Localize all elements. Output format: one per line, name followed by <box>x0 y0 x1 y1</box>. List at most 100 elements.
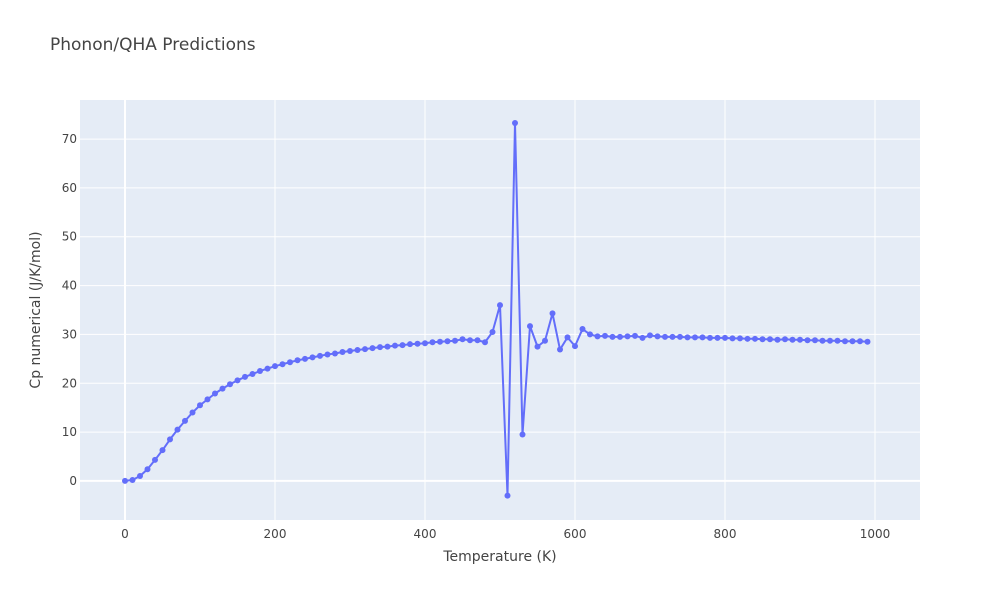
data-point[interactable] <box>857 338 863 345</box>
data-point[interactable] <box>377 344 383 351</box>
data-point[interactable] <box>459 336 466 343</box>
data-point[interactable] <box>354 347 361 354</box>
data-point[interactable] <box>789 336 796 343</box>
data-point[interactable] <box>189 409 196 416</box>
data-point[interactable] <box>422 340 428 347</box>
data-point[interactable] <box>714 334 721 341</box>
data-point[interactable] <box>842 338 848 345</box>
data-point[interactable] <box>722 334 728 341</box>
data-point[interactable] <box>332 350 338 357</box>
data-point[interactable] <box>234 377 241 384</box>
data-point[interactable] <box>414 340 421 347</box>
data-point[interactable] <box>197 402 203 409</box>
data-point[interactable] <box>467 337 473 344</box>
data-point[interactable] <box>512 119 518 126</box>
data-point[interactable] <box>474 337 481 344</box>
data-point[interactable] <box>392 342 398 349</box>
data-point[interactable] <box>174 426 181 433</box>
data-point[interactable] <box>362 346 368 353</box>
data-point[interactable] <box>279 361 286 368</box>
data-point[interactable] <box>572 343 578 350</box>
data-point[interactable] <box>729 335 736 342</box>
data-point[interactable] <box>399 342 406 349</box>
data-point[interactable] <box>654 333 661 340</box>
data-point[interactable] <box>834 337 841 344</box>
data-point[interactable] <box>227 381 233 388</box>
data-point[interactable] <box>677 333 683 340</box>
data-point[interactable] <box>542 337 548 344</box>
data-point[interactable] <box>152 456 158 463</box>
data-point[interactable] <box>182 417 188 424</box>
data-point[interactable] <box>744 335 751 342</box>
data-point[interactable] <box>437 338 443 345</box>
data-point[interactable] <box>129 476 136 483</box>
data-point[interactable] <box>759 336 766 343</box>
data-point[interactable] <box>159 447 166 454</box>
data-point[interactable] <box>624 333 631 340</box>
data-point[interactable] <box>527 323 533 330</box>
data-point[interactable] <box>609 333 616 340</box>
data-point[interactable] <box>219 385 226 392</box>
data-point[interactable] <box>429 339 436 346</box>
data-point[interactable] <box>617 333 623 340</box>
data-point[interactable] <box>519 431 526 438</box>
data-point[interactable] <box>272 363 278 370</box>
data-point[interactable] <box>144 466 151 473</box>
data-point[interactable] <box>549 310 556 317</box>
data-point[interactable] <box>774 336 781 343</box>
data-point[interactable] <box>324 351 331 358</box>
data-point[interactable] <box>684 334 691 341</box>
data-point[interactable] <box>804 337 811 344</box>
data-point[interactable] <box>782 336 788 343</box>
data-point[interactable] <box>444 338 451 345</box>
data-point[interactable] <box>587 331 593 338</box>
data-point[interactable] <box>534 343 541 350</box>
data-point[interactable] <box>669 333 676 340</box>
data-point[interactable] <box>662 333 668 340</box>
data-point[interactable] <box>647 332 653 339</box>
data-point[interactable] <box>579 326 586 333</box>
data-point[interactable] <box>249 370 256 377</box>
data-point[interactable] <box>707 334 713 341</box>
data-point[interactable] <box>849 338 856 345</box>
data-point[interactable] <box>212 390 218 397</box>
data-point[interactable] <box>452 337 458 344</box>
data-point[interactable] <box>287 359 293 366</box>
data-point[interactable] <box>137 473 143 480</box>
data-point[interactable] <box>339 349 346 355</box>
data-point[interactable] <box>204 396 211 403</box>
data-point[interactable] <box>557 346 563 353</box>
data-point[interactable] <box>564 334 571 341</box>
data-point[interactable] <box>504 492 511 499</box>
data-point[interactable] <box>407 341 413 348</box>
data-point[interactable] <box>594 333 601 340</box>
data-point[interactable] <box>819 337 826 344</box>
data-point[interactable] <box>122 477 128 484</box>
data-point[interactable] <box>737 335 743 342</box>
data-point[interactable] <box>309 354 316 361</box>
data-point[interactable] <box>317 352 323 359</box>
data-point[interactable] <box>264 365 271 372</box>
data-point[interactable] <box>812 337 818 344</box>
data-point[interactable] <box>294 357 301 364</box>
data-point[interactable] <box>482 339 488 346</box>
data-point[interactable] <box>302 355 308 362</box>
data-point[interactable] <box>699 334 706 341</box>
data-point[interactable] <box>752 335 758 342</box>
data-point[interactable] <box>384 343 391 350</box>
data-point[interactable] <box>767 336 773 343</box>
data-point[interactable] <box>692 334 698 341</box>
data-point[interactable] <box>489 328 496 335</box>
data-point[interactable] <box>632 332 638 339</box>
data-point[interactable] <box>497 302 503 309</box>
data-point[interactable] <box>864 338 871 345</box>
data-point[interactable] <box>797 336 803 343</box>
data-point[interactable] <box>347 348 353 355</box>
data-point[interactable] <box>257 368 263 375</box>
data-point[interactable] <box>827 337 833 344</box>
data-point[interactable] <box>167 436 173 443</box>
data-point[interactable] <box>602 332 608 339</box>
data-point[interactable] <box>369 345 376 352</box>
data-point[interactable] <box>639 334 646 341</box>
data-point[interactable] <box>242 373 248 380</box>
